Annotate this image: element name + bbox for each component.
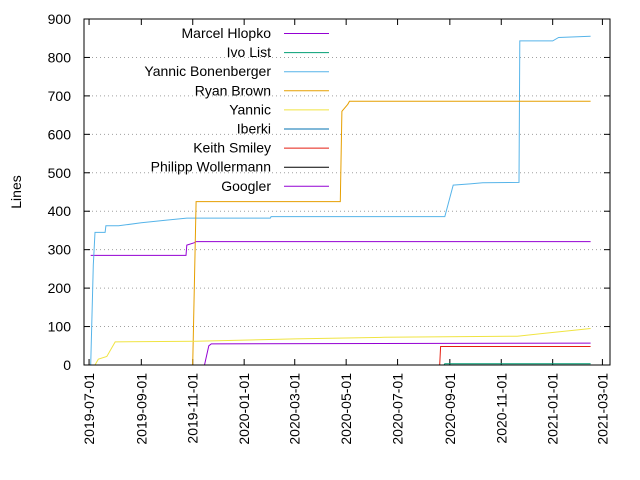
y-tick-label: 900	[48, 11, 72, 27]
legend-label: Philipp Wollermann	[151, 159, 271, 175]
x-tick-label: 2020-07-01	[390, 373, 406, 445]
x-axis: 2019-07-01 2019-09-01 2019-11-01 2020-01-01…	[81, 19, 610, 445]
x-tick-label: 2020-11-01	[493, 373, 509, 444]
gridlines	[84, 56, 610, 328]
x-tick-label: 2021-03-01	[594, 373, 610, 445]
y-tick-label: 600	[48, 126, 72, 142]
series-line-3	[90, 35, 591, 366]
y-axis: 0 100 200 300 400 500 600 700 800 900	[48, 11, 610, 373]
y-tick-label: 500	[48, 165, 72, 181]
x-tick-label: 2019-09-01	[133, 373, 149, 445]
x-tick-label: 2020-03-01	[287, 373, 303, 445]
series-line-9	[204, 342, 591, 366]
plot-frame	[83, 18, 611, 366]
legend: Marcel Hlopko Ivo List Yannic Bonenberger R…	[144, 25, 329, 194]
plot-series	[90, 35, 591, 366]
y-tick-label: 200	[48, 280, 72, 296]
series-line-4	[192, 100, 591, 366]
x-tick-label: 2020-05-01	[338, 373, 354, 445]
y-tick-label: 800	[48, 49, 72, 65]
x-tick-label: 2019-11-01	[185, 373, 201, 444]
legend-label: Ivo List	[227, 44, 271, 60]
series-line-1	[90, 241, 591, 256]
y-tick-label: 100	[48, 319, 72, 335]
legend-label: Googler	[221, 178, 271, 194]
x-tick-label: 2019-07-01	[81, 373, 97, 445]
y-axis-label: Lines	[8, 175, 24, 208]
legend-label: Iberki	[237, 121, 271, 137]
series-line-7	[409, 346, 591, 366]
legend-label: Marcel Hlopko	[182, 25, 272, 41]
x-tick-label: 2020-01-01	[236, 373, 252, 445]
y-tick-label: 400	[48, 203, 72, 219]
legend-label: Ryan Brown	[195, 82, 271, 98]
x-tick-label: 2021-01-01	[545, 373, 561, 445]
legend-label: Keith Smiley	[193, 140, 271, 156]
x-tick-label: 2020-09-01	[442, 373, 458, 445]
legend-label: Yannic	[229, 101, 271, 117]
series-line-5	[94, 328, 591, 366]
legend-label: Yannic Bonenberger	[144, 63, 271, 79]
y-tick-label: 300	[48, 242, 72, 258]
y-tick-label: 0	[63, 357, 71, 373]
y-tick-label: 700	[48, 88, 72, 104]
